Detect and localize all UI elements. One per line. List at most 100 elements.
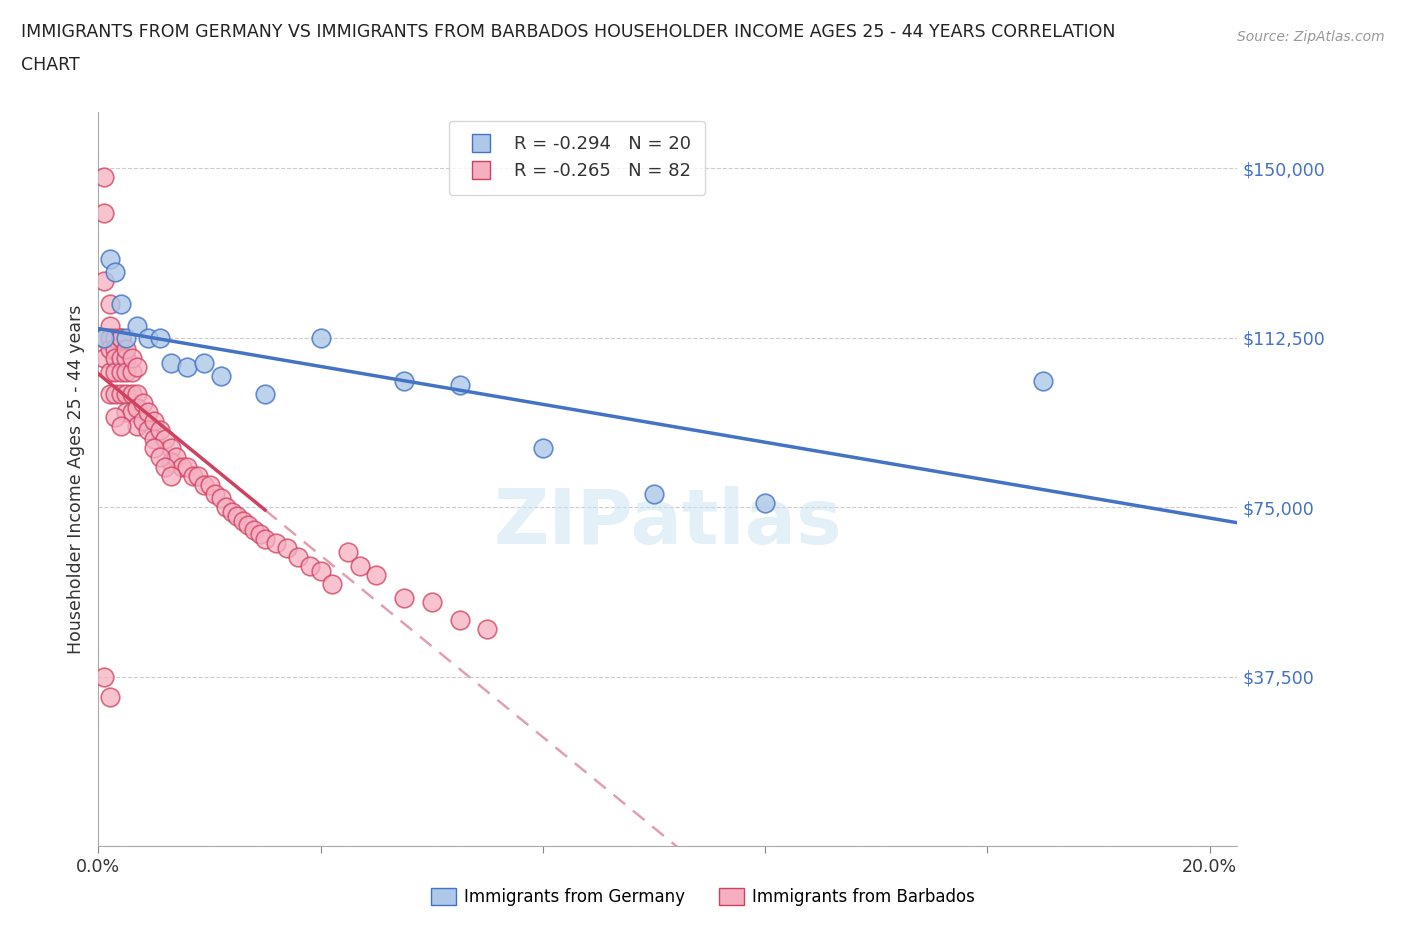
Point — [159, 441, 181, 456]
Point — [104, 341, 127, 356]
Point — [115, 387, 138, 402]
Point — [115, 405, 138, 419]
Point — [249, 527, 271, 542]
Point — [176, 459, 198, 474]
Point — [138, 423, 160, 438]
Point — [143, 414, 166, 429]
Point — [337, 545, 360, 560]
Point — [392, 591, 415, 605]
Point — [143, 441, 166, 456]
Point — [93, 169, 115, 184]
Point — [104, 387, 127, 402]
Point — [110, 418, 132, 433]
Point — [127, 400, 149, 415]
Point — [132, 414, 155, 429]
Point — [110, 351, 132, 365]
Point — [104, 351, 127, 365]
Point — [238, 518, 260, 533]
Point — [93, 330, 115, 345]
Point — [98, 387, 121, 402]
Text: ZIPatlas: ZIPatlas — [494, 486, 842, 560]
Point — [104, 365, 127, 379]
Point — [159, 468, 181, 483]
Point — [93, 351, 115, 365]
Text: CHART: CHART — [21, 56, 80, 73]
Point — [121, 365, 143, 379]
Point — [98, 341, 121, 356]
Point — [309, 330, 332, 345]
Point — [138, 330, 160, 345]
Point — [93, 206, 115, 220]
Point — [170, 459, 193, 474]
Point — [115, 341, 138, 356]
Point — [127, 319, 149, 334]
Point — [198, 477, 221, 492]
Text: IMMIGRANTS FROM GERMANY VS IMMIGRANTS FROM BARBADOS HOUSEHOLDER INCOME AGES 25 -: IMMIGRANTS FROM GERMANY VS IMMIGRANTS FR… — [21, 23, 1115, 41]
Point — [98, 365, 121, 379]
Point — [221, 504, 243, 519]
Point — [127, 418, 149, 433]
Point — [254, 531, 277, 546]
Point — [226, 509, 249, 524]
Point — [104, 265, 127, 280]
Point — [287, 550, 309, 565]
Point — [98, 297, 121, 312]
Point — [110, 330, 132, 345]
Point — [93, 330, 115, 345]
Point — [209, 491, 232, 506]
Point — [309, 563, 332, 578]
Point — [366, 567, 388, 582]
Point — [264, 536, 287, 551]
Point — [110, 365, 132, 379]
Point — [121, 405, 143, 419]
Point — [104, 330, 127, 345]
Point — [127, 387, 149, 402]
Point — [98, 690, 121, 705]
Point — [153, 432, 176, 446]
Y-axis label: Householder Income Ages 25 - 44 years: Householder Income Ages 25 - 44 years — [66, 304, 84, 654]
Point — [153, 459, 176, 474]
Point — [349, 559, 371, 574]
Legend: R = -0.294   N = 20, R = -0.265   N = 82: R = -0.294 N = 20, R = -0.265 N = 82 — [449, 121, 704, 194]
Point — [98, 251, 121, 266]
Point — [243, 523, 266, 538]
Point — [148, 423, 170, 438]
Point — [148, 330, 170, 345]
Point — [209, 368, 232, 383]
Point — [110, 330, 132, 345]
Point — [115, 351, 138, 365]
Text: Source: ZipAtlas.com: Source: ZipAtlas.com — [1237, 30, 1385, 44]
Point — [187, 468, 209, 483]
Point — [148, 450, 170, 465]
Point — [159, 455, 181, 470]
Point — [143, 432, 166, 446]
Point — [276, 540, 298, 555]
Point — [449, 378, 471, 392]
Point — [110, 387, 132, 402]
Point — [215, 499, 238, 514]
Point — [98, 319, 121, 334]
Point — [121, 351, 143, 365]
Point — [392, 373, 415, 388]
Point — [127, 360, 149, 375]
Point — [477, 622, 499, 637]
Point — [449, 613, 471, 628]
Point — [121, 387, 143, 402]
Point — [1032, 373, 1054, 388]
Point — [643, 486, 665, 501]
Point — [321, 577, 343, 591]
Point — [159, 355, 181, 370]
Point — [98, 330, 121, 345]
Point — [531, 441, 554, 456]
Point — [104, 409, 127, 424]
Point — [138, 405, 160, 419]
Point — [181, 468, 204, 483]
Point — [115, 330, 138, 345]
Point — [420, 594, 443, 609]
Point — [298, 559, 321, 574]
Point — [204, 486, 226, 501]
Point — [176, 360, 198, 375]
Point — [165, 450, 187, 465]
Point — [754, 496, 776, 511]
Point — [132, 396, 155, 411]
